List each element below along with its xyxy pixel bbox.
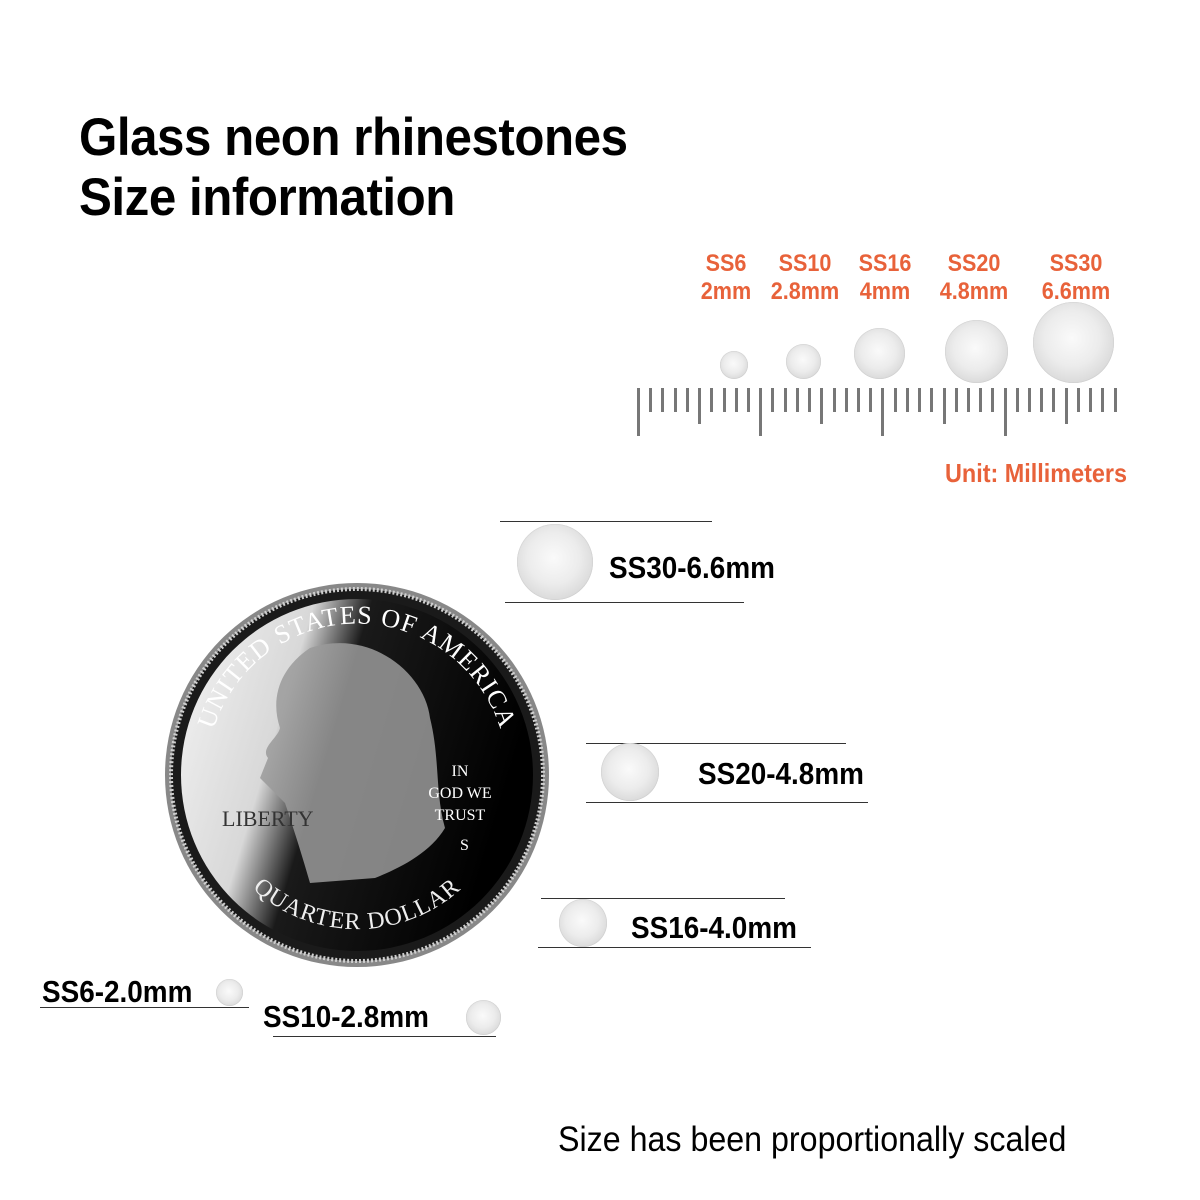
ruler-tick: [759, 388, 763, 436]
rhinestone-ss10: [786, 344, 821, 379]
size-label-ss20: SS20 4.8mm: [939, 250, 1009, 305]
coin-mint-mark: S: [460, 837, 469, 854]
ruler-tick: [856, 388, 860, 412]
ruler-tick: [808, 388, 812, 412]
scale-note: Size has been proportionally scaled: [558, 1120, 1067, 1159]
rhinestone-ss30-sample: [517, 524, 593, 600]
size-label-ss16: SS16 4mm: [858, 250, 912, 305]
title-line-1: Glass neon rhinestones: [79, 108, 628, 167]
rhinestone-ss16: [854, 328, 905, 379]
divider: [586, 802, 868, 803]
rhinestone-ss6-sample: [216, 979, 243, 1006]
divider: [586, 743, 846, 744]
ruler-tick: [881, 388, 885, 436]
rhinestone-ss20-sample: [601, 743, 659, 801]
divider: [500, 521, 712, 522]
ruler-tick: [1089, 388, 1093, 412]
ruler-tick: [966, 388, 970, 412]
coin-motto-2: GOD WE: [428, 785, 491, 802]
ruler-tick: [1064, 388, 1068, 424]
ruler-tick: [979, 388, 983, 412]
label-ss10: SS10-2.8mm: [263, 999, 429, 1034]
ruler-tick: [954, 388, 958, 412]
ruler-tick: [771, 388, 775, 412]
ruler-tick: [661, 388, 665, 412]
ruler-tick: [1052, 388, 1056, 412]
rhinestone-ss10-sample: [466, 1000, 501, 1035]
divider: [541, 898, 785, 899]
ruler-tick: [1101, 388, 1105, 412]
ruler-tick: [930, 388, 934, 412]
coin-liberty-text: LIBERTY: [222, 806, 314, 831]
rhinestone-ss20: [945, 320, 1008, 383]
size-label-ss6: SS6 2mm: [700, 250, 752, 305]
ruler-tick: [649, 388, 653, 412]
ruler-tick: [698, 388, 702, 424]
ruler-tick: [710, 388, 714, 412]
ruler-tick: [1028, 388, 1032, 412]
ruler-tick: [1003, 388, 1007, 436]
size-label-ss10: SS10 2.8mm: [770, 250, 840, 305]
ruler-tick: [893, 388, 897, 412]
ruler-tick: [869, 388, 873, 412]
ruler-tick: [685, 388, 689, 412]
title-line-2: Size information: [79, 168, 455, 227]
ruler-tick: [795, 388, 799, 412]
ruler-tick: [722, 388, 726, 412]
ruler-tick: [918, 388, 922, 412]
ruler-tick: [832, 388, 836, 412]
divider: [538, 947, 811, 948]
ruler-tick: [905, 388, 909, 412]
ruler-tick: [673, 388, 677, 412]
ruler-tick: [991, 388, 995, 412]
divider: [505, 602, 744, 603]
rhinestone-ss30: [1033, 302, 1114, 383]
ruler-tick: [844, 388, 848, 412]
label-ss16: SS16-4.0mm: [631, 910, 797, 945]
ruler-tick: [734, 388, 738, 412]
ruler-tick: [1113, 388, 1117, 412]
page-title: Glass neon rhinestones Size information: [79, 108, 628, 228]
ruler-tick: [1015, 388, 1019, 412]
label-ss20: SS20-4.8mm: [698, 756, 864, 791]
unit-label: Unit: Millimeters: [945, 458, 1128, 488]
ruler-tick: [637, 388, 640, 436]
ruler-tick: [783, 388, 787, 412]
divider: [273, 1036, 496, 1037]
ruler-tick: [746, 388, 750, 412]
size-label-ss30: SS30 6.6mm: [1041, 250, 1111, 305]
ruler-tick: [942, 388, 946, 424]
rhinestone-ss16-sample: [559, 899, 607, 947]
coin-motto-1: IN: [452, 763, 469, 780]
divider: [40, 1007, 249, 1008]
ruler-tick: [1040, 388, 1044, 412]
ruler-tick: [1076, 388, 1080, 412]
quarter-coin-image: UNITED STATES OF AMERICA QUARTER DOLLAR …: [165, 583, 549, 967]
label-ss6: SS6-2.0mm: [42, 974, 193, 1009]
label-ss30: SS30-6.6mm: [609, 550, 775, 585]
rhinestone-ss6: [720, 351, 748, 379]
ruler-tick: [820, 388, 824, 424]
coin-motto-3: TRUST: [435, 807, 486, 824]
